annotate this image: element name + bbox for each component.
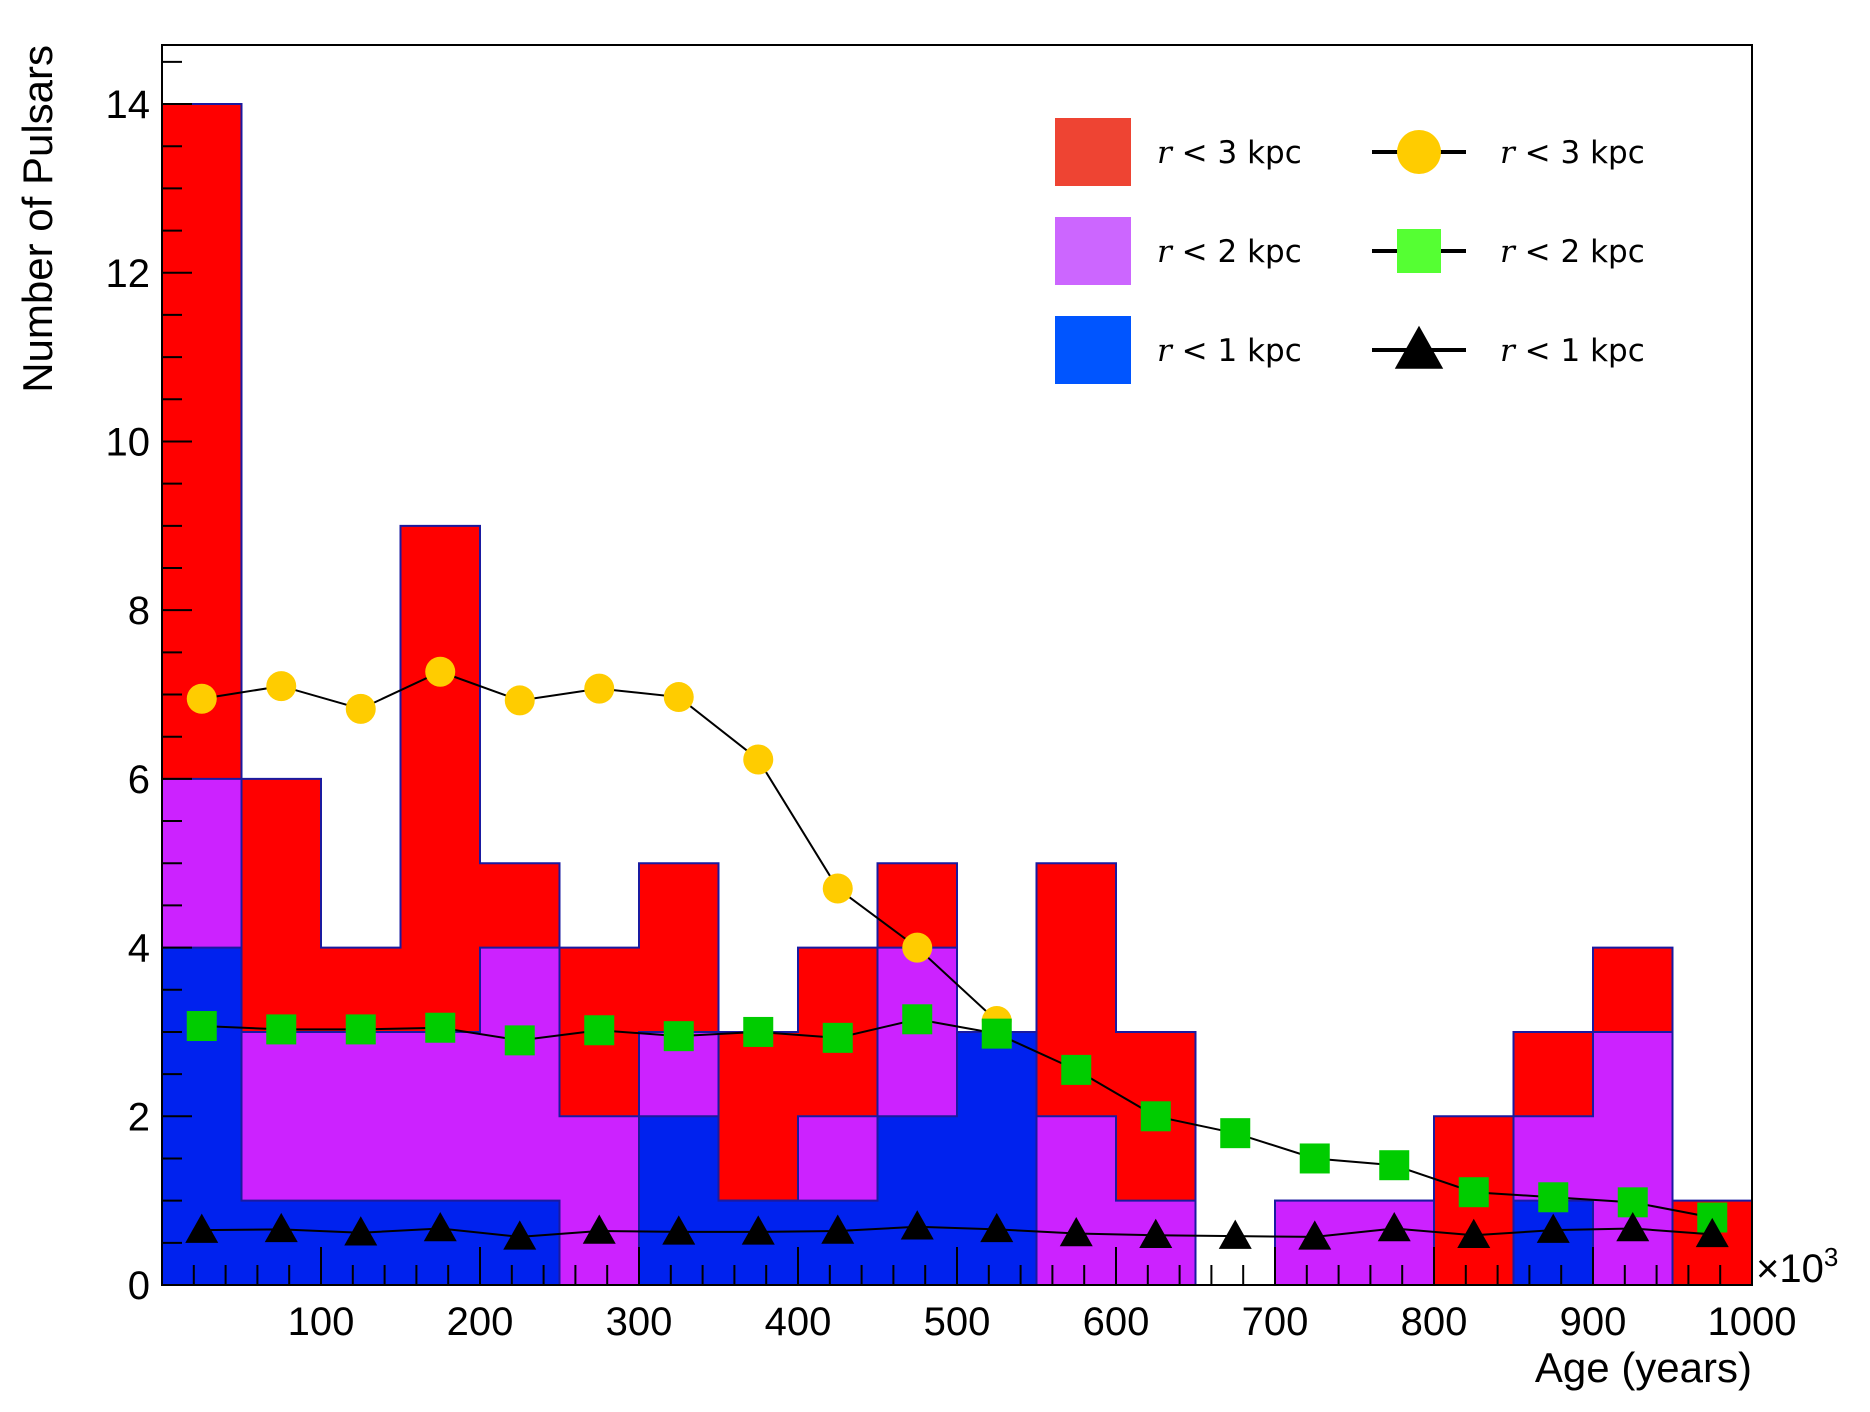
x-tick-label: 1000 [1708,1300,1797,1344]
legend-marker-circle [1397,130,1441,174]
legend-label-series: r < 1 kpc [1500,333,1645,369]
data-point-triangle [900,1210,934,1240]
data-point-triangle [582,1214,616,1244]
histogram-outline [161,103,1753,1286]
histogram-bar [1593,1031,1673,1285]
x-axis-multiplier: ×103 [1756,1242,1838,1291]
data-point-circle [266,671,297,702]
y-tick-label: 2 [128,1095,150,1139]
data-point-triangle [1059,1217,1093,1247]
data-point-square [425,1012,456,1043]
data-point-square [1379,1150,1410,1181]
histogram-bar [559,1116,639,1285]
y-tick-label: 0 [128,1264,150,1308]
legend-swatch [1055,217,1131,285]
data-point-square [266,1014,297,1045]
data-point-triangle [1536,1213,1570,1243]
data-point-triangle [1218,1219,1252,1249]
data-point-square [902,1004,933,1035]
data-point-square [743,1016,774,1047]
legend-swatch [1055,316,1131,384]
data-point-circle [743,744,774,775]
data-point-square [345,1014,376,1045]
data-point-circle [425,656,456,687]
x-axis-multiplier-exponent: 3 [1824,1242,1838,1272]
data-point-triangle [821,1214,855,1244]
data-point-triangle [1377,1211,1411,1242]
series-square [186,1004,1728,1233]
legend-label-histogram: r < 3 kpc [1157,135,1302,171]
legend-label-histogram: r < 2 kpc [1157,234,1302,270]
data-point-triangle [980,1212,1014,1243]
series-triangle [185,1210,1729,1250]
legend-marker-square [1397,229,1441,273]
data-point-circle [584,673,615,704]
y-tick-label: 10 [106,420,151,464]
data-point-triangle [344,1216,378,1246]
data-point-triangle [185,1213,219,1243]
y-tick-label: 8 [128,589,150,633]
y-tick-label: 4 [128,927,150,971]
data-point-square [1538,1182,1569,1213]
data-point-circle [186,683,217,714]
data-point-triangle [1298,1220,1332,1250]
data-point-square [1458,1177,1489,1208]
line-series-layer [185,656,1729,1250]
data-point-circle [504,685,535,716]
data-point-square [1299,1143,1330,1174]
x-tick-label: 800 [1401,1300,1468,1344]
y-tick-label: 14 [106,83,151,127]
data-point-circle [902,932,933,963]
data-point-square [584,1015,615,1046]
data-point-square [1061,1054,1092,1085]
data-point-square [663,1021,694,1052]
legend: r < 3 kpc r < 2 kpc r < 1 kpc r < 3 kpc r < … [1055,118,1645,384]
y-tick-label: 12 [106,252,151,296]
data-point-triangle [423,1211,457,1242]
data-point-circle [345,693,376,724]
axes: 0 2 4 6 8 10 12 14 100 200 300 400 500 600 700 800 900 10… [106,44,1797,1344]
series-line [201,1225,1713,1238]
data-point-square [822,1022,853,1053]
x-tick-label: 600 [1083,1300,1150,1344]
histogram-bar [639,1116,719,1285]
histogram-bar [877,1116,957,1285]
data-point-square [504,1025,535,1056]
data-point-triangle [503,1220,537,1250]
y-axis-title: Number of Pulsars [14,45,61,393]
data-point-triangle [662,1215,696,1245]
x-axis-title: Age (years) [1535,1344,1752,1391]
data-point-square [981,1018,1012,1049]
data-point-circle [822,873,853,904]
x-tick-label: 100 [288,1300,355,1344]
legend-label-series: r < 2 kpc [1500,234,1645,270]
data-point-square [186,1011,217,1042]
series-circle [186,656,1012,1036]
legend-swatch [1055,118,1131,186]
legend-label-series: r < 3 kpc [1500,135,1645,171]
data-point-triangle [1457,1218,1491,1248]
legend-marker-triangle [1394,325,1444,369]
x-tick-label: 300 [606,1300,673,1344]
data-point-square [1140,1101,1171,1132]
data-point-triangle [741,1215,775,1245]
x-tick-label: 400 [765,1300,832,1344]
x-tick-label: 900 [1560,1300,1627,1344]
histogram-bar [957,1031,1037,1285]
legend-label-histogram: r < 1 kpc [1157,333,1302,369]
data-point-triangle [1695,1217,1729,1248]
data-point-triangle [1139,1218,1173,1248]
x-tick-label: 500 [924,1300,991,1344]
y-tick-label: 6 [128,758,150,802]
x-tick-label: 200 [447,1300,514,1344]
data-point-triangle [264,1212,298,1243]
data-point-circle [663,682,694,713]
x-tick-label: 700 [1242,1300,1309,1344]
data-point-triangle [1616,1211,1650,1242]
data-point-square [1220,1118,1251,1149]
histogram-bar [1036,1116,1116,1285]
